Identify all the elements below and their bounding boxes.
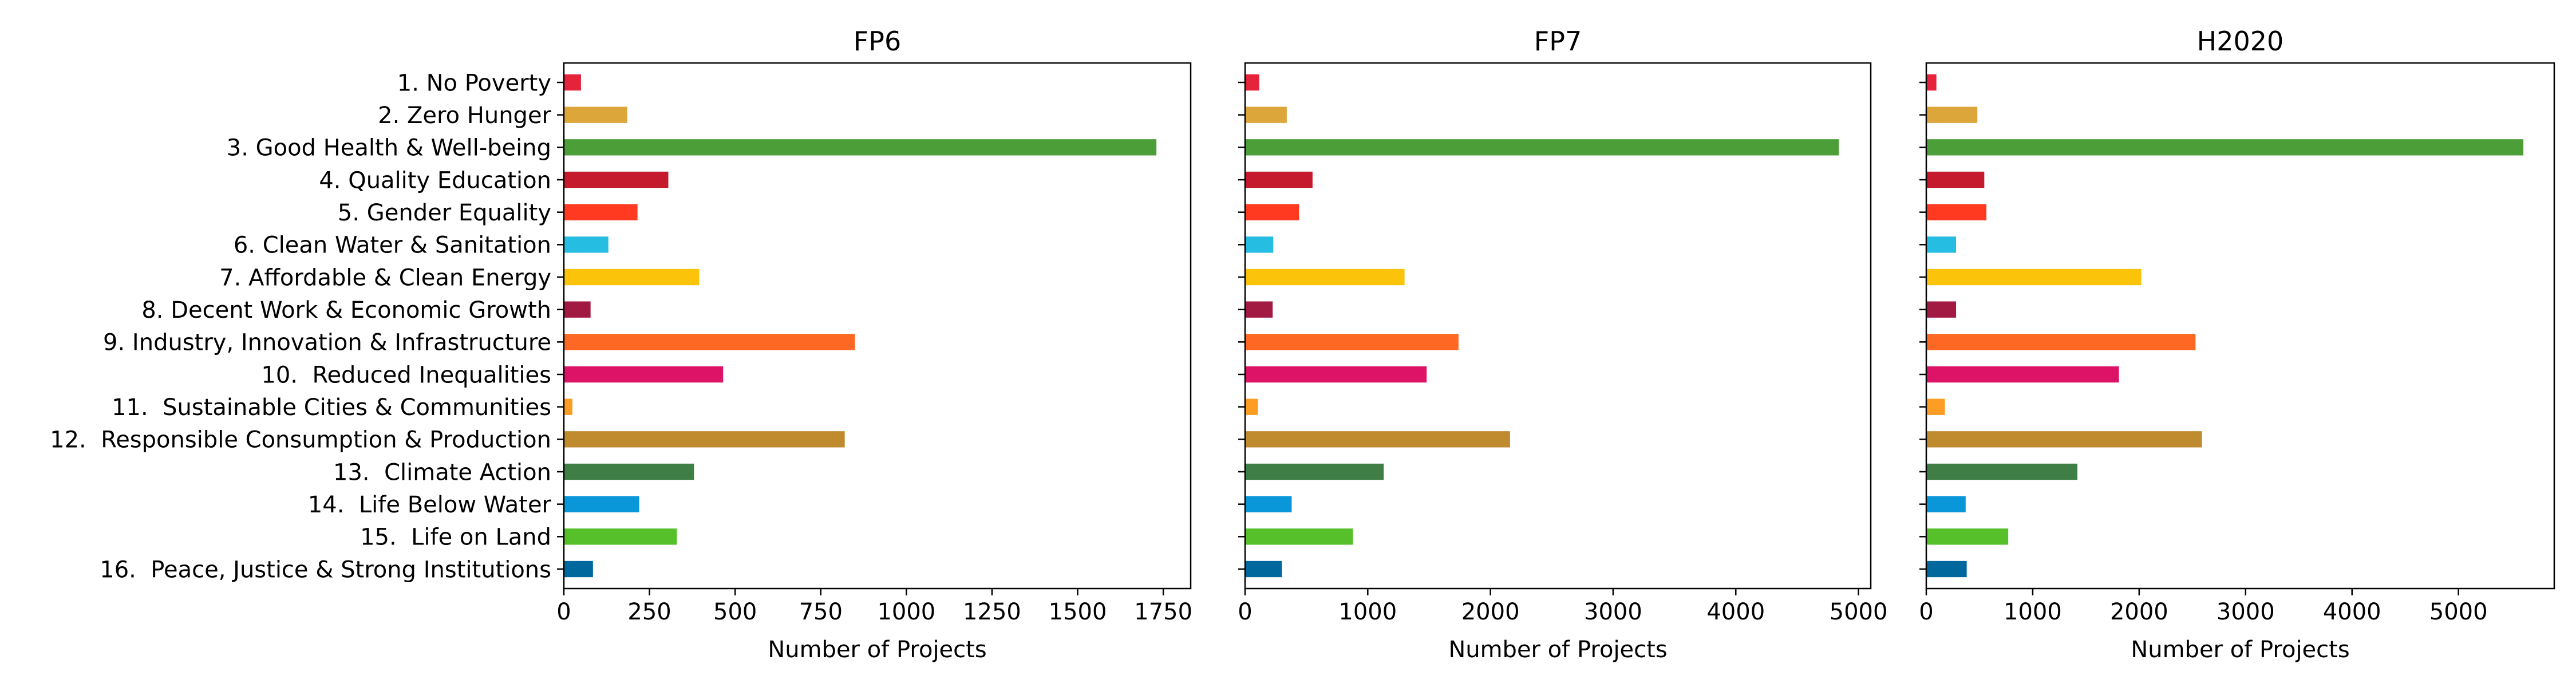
x-tick-label-1-2: 2000 — [1461, 599, 1520, 625]
bar-0-2 — [564, 139, 1157, 156]
x-tick-label-1-4: 4000 — [1706, 599, 1765, 625]
category-label-6: 7. Affordable & Clean Energy — [219, 264, 551, 291]
x-tick-label-1-3: 3000 — [1584, 599, 1642, 625]
bar-1-12 — [1245, 463, 1384, 480]
category-label-14: 15. Life on Land — [360, 524, 551, 551]
bar-0-8 — [564, 334, 855, 350]
bar-2-12 — [1926, 463, 2078, 480]
bar-1-2 — [1245, 139, 1839, 156]
x-axis-label-1: Number of Projects — [1448, 637, 1667, 663]
bar-1-13 — [1245, 496, 1292, 512]
x-tick-label-1-5: 5000 — [1830, 599, 1888, 625]
x-tick-label-0-2: 500 — [713, 599, 757, 625]
bar-0-6 — [564, 269, 700, 286]
bar-1-14 — [1245, 528, 1353, 545]
x-tick-label-1-0: 0 — [1238, 599, 1252, 625]
chart-title-2: H2020 — [2197, 26, 2284, 57]
category-label-12: 13. Climate Action — [333, 459, 551, 485]
bar-2-7 — [1926, 301, 1957, 318]
bar-1-5 — [1245, 236, 1274, 253]
x-tick-label-0-5: 1250 — [963, 599, 1021, 625]
x-tick-label-0-6: 1500 — [1049, 599, 1107, 625]
bar-1-7 — [1245, 301, 1273, 318]
category-label-10: 11. Sustainable Cities & Communities — [112, 394, 551, 421]
x-axis-label-2: Number of Projects — [2131, 637, 2349, 663]
x-tick-label-0-3: 750 — [799, 599, 843, 625]
bar-2-4 — [1926, 204, 1987, 220]
plot-frame-0 — [563, 62, 1192, 590]
x-tick-label-2-3: 3000 — [2217, 599, 2275, 625]
x-tick-label-0-4: 1000 — [877, 599, 935, 625]
bar-2-2 — [1926, 139, 2524, 156]
bar-2-0 — [1926, 74, 1937, 91]
bar-2-6 — [1926, 269, 2142, 286]
x-tick-label-0-0: 0 — [556, 599, 571, 625]
bar-0-1 — [564, 106, 627, 123]
plot-frame-2 — [1925, 62, 2555, 590]
bar-1-1 — [1245, 106, 1287, 123]
x-tick-label-2-5: 5000 — [2429, 599, 2488, 625]
x-tick-label-2-0: 0 — [1919, 599, 1933, 625]
bar-2-15 — [1926, 560, 1967, 578]
bar-0-3 — [564, 171, 669, 188]
bar-0-10 — [564, 398, 572, 415]
x-axis-label-0: Number of Projects — [768, 637, 986, 663]
bar-1-10 — [1245, 398, 1258, 415]
x-tick-label-0-7: 1750 — [1134, 599, 1192, 625]
bar-2-14 — [1926, 528, 2009, 545]
category-label-8: 9. Industry, Innovation & Infrastructure — [103, 330, 551, 356]
bar-0-15 — [564, 560, 593, 578]
bar-1-11 — [1245, 431, 1510, 448]
bar-1-0 — [1245, 74, 1259, 91]
bar-2-13 — [1926, 496, 1966, 512]
bar-0-11 — [564, 431, 845, 448]
category-label-9: 10. Reduced Inequalities — [261, 362, 551, 388]
bar-2-3 — [1926, 171, 1985, 188]
bar-1-4 — [1245, 204, 1299, 220]
bar-2-1 — [1926, 106, 1978, 123]
chart-title-1: FP7 — [1534, 26, 1582, 57]
category-label-4: 5. Gender Equality — [338, 200, 551, 226]
category-label-15: 16. Peace, Justice & Strong Institutions — [100, 556, 551, 583]
bar-1-3 — [1245, 171, 1313, 188]
plot-frame-1 — [1244, 62, 1872, 590]
bar-2-5 — [1926, 236, 1957, 253]
bar-1-9 — [1245, 366, 1427, 383]
category-label-0: 1. No Poverty — [397, 70, 551, 96]
category-label-3: 4. Quality Education — [319, 167, 551, 194]
category-label-5: 6. Clean Water & Sanitation — [234, 232, 551, 259]
bar-2-8 — [1926, 334, 2196, 350]
x-tick-label-2-2: 2000 — [2110, 599, 2168, 625]
bar-1-15 — [1245, 560, 1282, 578]
bar-0-5 — [564, 236, 609, 253]
bar-1-6 — [1245, 269, 1405, 286]
category-label-1: 2. Zero Hunger — [378, 102, 551, 129]
bar-0-0 — [564, 74, 581, 91]
x-tick-label-2-4: 4000 — [2323, 599, 2381, 625]
bar-0-4 — [564, 204, 638, 220]
bar-0-12 — [564, 463, 694, 480]
x-tick-label-0-1: 250 — [627, 599, 671, 625]
category-label-11: 12. Responsible Consumption & Production — [50, 427, 551, 453]
x-tick-label-1-1: 1000 — [1338, 599, 1397, 625]
bar-0-14 — [564, 528, 677, 545]
chart-title-0: FP6 — [854, 26, 901, 57]
bar-1-8 — [1245, 334, 1459, 350]
bar-2-9 — [1926, 366, 2119, 383]
x-tick-label-2-1: 1000 — [2004, 599, 2062, 625]
category-label-7: 8. Decent Work & Economic Growth — [141, 297, 551, 323]
bar-0-7 — [564, 301, 591, 318]
category-label-13: 14. Life Below Water — [308, 492, 552, 518]
bar-2-11 — [1926, 431, 2202, 448]
category-label-2: 3. Good Health & Well-being — [227, 135, 551, 161]
bar-0-13 — [564, 496, 639, 512]
bar-2-10 — [1926, 398, 1945, 415]
bar-0-9 — [564, 366, 724, 383]
